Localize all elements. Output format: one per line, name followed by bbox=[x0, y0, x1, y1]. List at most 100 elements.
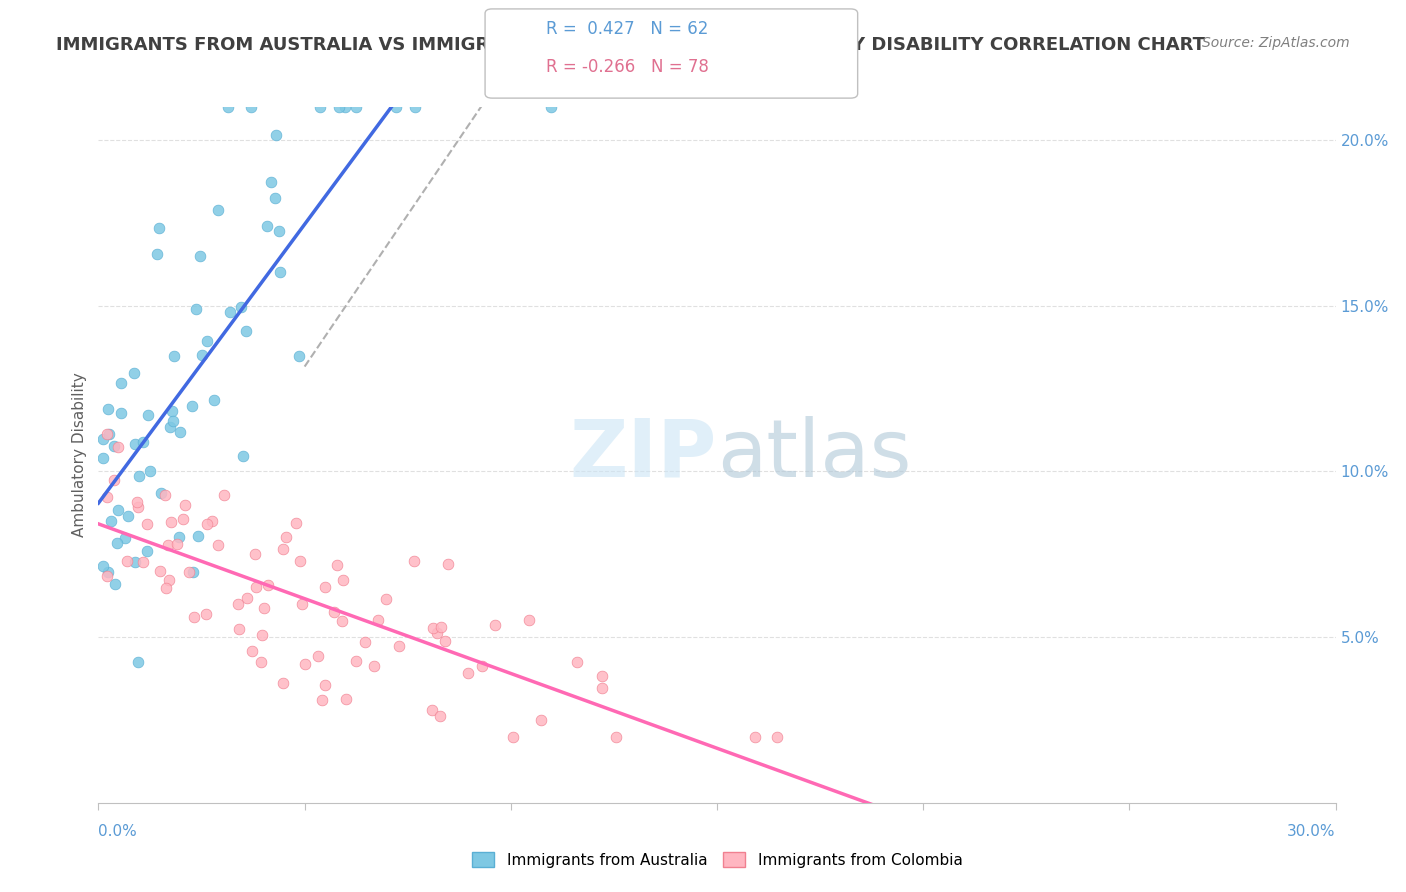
Point bbox=[332, 573, 354, 587]
Point bbox=[326, 558, 349, 573]
Point bbox=[484, 618, 506, 632]
Point bbox=[309, 100, 332, 114]
Text: ZIP: ZIP bbox=[569, 416, 717, 494]
Point bbox=[263, 191, 285, 205]
Point bbox=[96, 490, 118, 504]
Point bbox=[127, 655, 149, 669]
Point bbox=[354, 635, 377, 649]
Point bbox=[766, 730, 789, 744]
Point bbox=[328, 100, 350, 114]
Point bbox=[294, 657, 316, 671]
Point bbox=[269, 265, 291, 279]
Point bbox=[169, 425, 191, 440]
Point bbox=[195, 607, 218, 621]
Point bbox=[273, 675, 295, 690]
Point bbox=[344, 100, 367, 114]
Point bbox=[375, 592, 398, 607]
Point bbox=[104, 577, 127, 591]
Point bbox=[404, 100, 426, 114]
Point bbox=[256, 219, 278, 234]
Point bbox=[605, 730, 627, 744]
Point bbox=[132, 555, 155, 569]
Point bbox=[127, 500, 149, 514]
Point bbox=[167, 529, 190, 543]
Point bbox=[105, 535, 128, 549]
Point bbox=[236, 591, 259, 606]
Point bbox=[139, 464, 162, 478]
Point bbox=[159, 574, 181, 588]
Point bbox=[232, 449, 254, 463]
Point bbox=[433, 633, 456, 648]
Point bbox=[217, 100, 239, 114]
Point bbox=[135, 544, 157, 558]
Point bbox=[457, 666, 479, 681]
Point bbox=[257, 577, 280, 591]
Text: 30.0%: 30.0% bbox=[1288, 823, 1336, 838]
Point bbox=[166, 537, 188, 551]
Text: R =  0.427   N = 62: R = 0.427 N = 62 bbox=[546, 21, 707, 38]
Point bbox=[744, 730, 766, 744]
Point bbox=[253, 601, 276, 615]
Point bbox=[114, 532, 136, 546]
Point bbox=[565, 656, 588, 670]
Point bbox=[163, 349, 186, 363]
Point bbox=[288, 554, 311, 568]
Point bbox=[402, 553, 425, 567]
Point bbox=[219, 305, 242, 319]
Point bbox=[314, 678, 336, 692]
Point bbox=[437, 557, 460, 571]
Point bbox=[156, 538, 179, 552]
Text: R = -0.266   N = 78: R = -0.266 N = 78 bbox=[546, 58, 709, 76]
Point bbox=[122, 366, 145, 380]
Point bbox=[187, 529, 209, 543]
Point bbox=[124, 555, 146, 569]
Point bbox=[207, 538, 229, 552]
Legend: Immigrants from Australia, Immigrants from Colombia: Immigrants from Australia, Immigrants fr… bbox=[464, 844, 970, 875]
Point bbox=[591, 668, 613, 682]
Point bbox=[125, 495, 148, 509]
Point bbox=[132, 435, 155, 450]
Point bbox=[471, 658, 494, 673]
Point bbox=[314, 580, 336, 594]
Point bbox=[93, 450, 115, 465]
Point bbox=[363, 658, 385, 673]
Point bbox=[91, 559, 114, 574]
Point bbox=[186, 301, 208, 316]
Text: IMMIGRANTS FROM AUSTRALIA VS IMMIGRANTS FROM COLOMBIA AMBULATORY DISABILITY CORR: IMMIGRANTS FROM AUSTRALIA VS IMMIGRANTS … bbox=[56, 36, 1205, 54]
Point bbox=[159, 515, 181, 529]
Point bbox=[207, 203, 229, 218]
Point bbox=[385, 100, 408, 114]
Point bbox=[107, 503, 129, 517]
Point bbox=[136, 516, 159, 531]
Point bbox=[146, 247, 169, 261]
Point bbox=[201, 514, 224, 528]
Point bbox=[149, 564, 172, 578]
Point bbox=[271, 542, 294, 557]
Point bbox=[367, 613, 389, 627]
Point bbox=[235, 324, 257, 338]
Point bbox=[148, 220, 170, 235]
Point bbox=[517, 614, 540, 628]
Point bbox=[426, 625, 449, 640]
Point bbox=[260, 175, 283, 189]
Point bbox=[172, 512, 194, 526]
Point bbox=[110, 406, 132, 420]
Point bbox=[388, 639, 411, 653]
Point bbox=[264, 128, 287, 142]
Point bbox=[249, 655, 271, 669]
Point bbox=[202, 393, 225, 408]
Point bbox=[229, 300, 252, 314]
Point bbox=[188, 249, 211, 263]
Point bbox=[239, 100, 262, 114]
Point bbox=[162, 404, 184, 418]
Point bbox=[420, 703, 443, 717]
Point bbox=[100, 514, 122, 528]
Point bbox=[540, 100, 562, 114]
Point bbox=[103, 439, 125, 453]
Point bbox=[181, 399, 204, 413]
Point bbox=[97, 402, 120, 417]
Point bbox=[228, 622, 250, 636]
Point bbox=[288, 349, 311, 363]
Point bbox=[240, 644, 263, 658]
Point bbox=[107, 440, 129, 454]
